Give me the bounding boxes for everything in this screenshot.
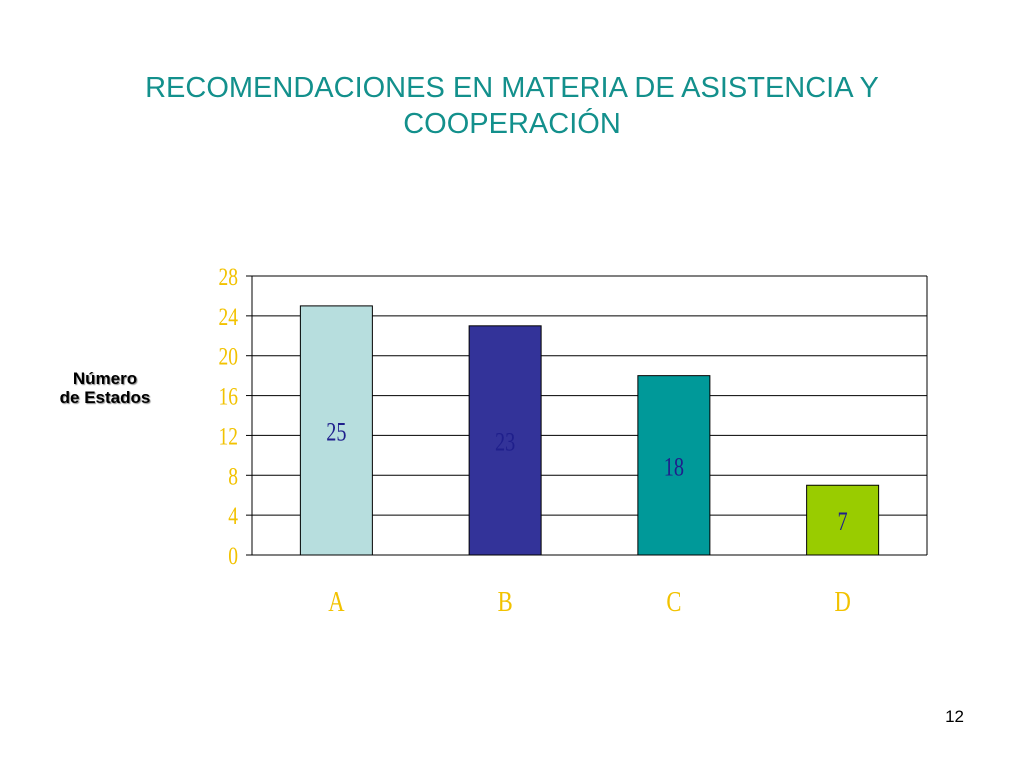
- data-label: 23: [495, 428, 515, 457]
- y-tick-label: 24: [219, 303, 238, 331]
- slide-title: RECOMENDACIONES EN MATERIA DE ASISTENCIA…: [40, 70, 984, 142]
- bar-b: [468, 325, 542, 556]
- page-number: 12: [945, 707, 964, 726]
- y-axis-label-line-2: de Estados: [59, 388, 151, 407]
- y-tick-label: 4: [228, 502, 238, 530]
- bar-d: [806, 484, 880, 556]
- slide-title-line-2: COOPERACIÓN: [403, 108, 621, 140]
- x-tick-label: B: [498, 585, 513, 617]
- bar-a: [299, 305, 373, 556]
- y-axis-label: Número de Estados: [40, 369, 170, 407]
- slide-title-line-1: RECOMENDACIONES EN MATERIA DE ASISTENCIA…: [145, 72, 879, 104]
- x-tick-label: C: [666, 585, 681, 617]
- x-tick-label: D: [834, 585, 850, 617]
- x-tick-label: A: [328, 585, 345, 617]
- bar-c: [637, 375, 711, 556]
- y-tick-label: 20: [219, 342, 238, 370]
- data-label: 18: [664, 453, 684, 482]
- y-axis-label-line-1: Número: [72, 369, 138, 388]
- y-tick-label: 8: [228, 462, 238, 490]
- y-tick-label: 28: [219, 263, 238, 291]
- y-tick-label: 16: [219, 382, 238, 410]
- data-label: 7: [838, 508, 848, 537]
- data-label: 25: [326, 418, 346, 447]
- y-tick-label: 12: [219, 422, 238, 450]
- y-tick-label: 0: [228, 542, 238, 570]
